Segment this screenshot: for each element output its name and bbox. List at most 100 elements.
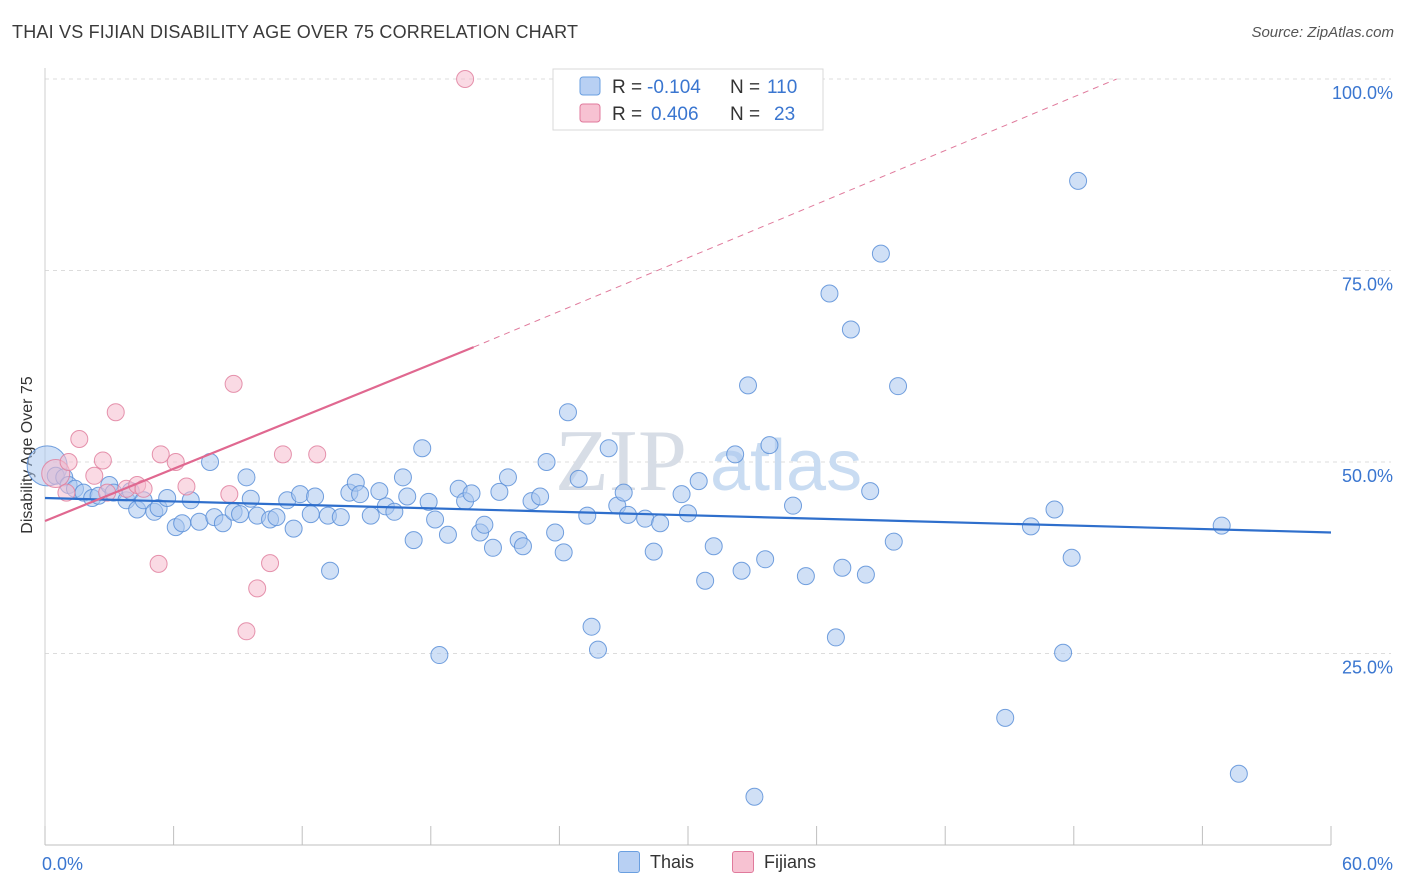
thais-point <box>513 537 532 556</box>
thais-point <box>651 514 670 533</box>
thais-point <box>173 514 192 533</box>
x-tick-label-0: 0.0% <box>42 854 83 874</box>
thais-point <box>475 515 494 534</box>
thais-point <box>267 508 286 527</box>
thais-point <box>756 550 775 569</box>
thais-point <box>558 403 577 422</box>
fijians-point <box>261 554 280 573</box>
thais-point <box>996 708 1015 727</box>
thais-point <box>784 496 803 515</box>
thais-point <box>351 485 370 504</box>
thais-point <box>498 468 517 487</box>
thais-point <box>760 436 779 455</box>
fijians-point <box>85 466 104 485</box>
trend-lines <box>44 78 1332 534</box>
x-tick-label-1: 60.0% <box>1342 854 1393 874</box>
legend-r-label-thais: R = <box>612 77 642 98</box>
thais-point <box>726 445 745 464</box>
legend-n-label-thais: N = <box>730 77 760 98</box>
legend-label-thais: Thais <box>650 851 695 872</box>
thais-point <box>1212 516 1231 535</box>
legend-swatch-fijians <box>579 103 601 123</box>
fijians-point <box>273 445 292 464</box>
thais-point <box>483 538 502 557</box>
thais-point <box>331 508 350 527</box>
thais-point <box>301 505 320 524</box>
fijians-point <box>151 445 170 464</box>
thais-point <box>1021 517 1040 536</box>
thais-point <box>291 485 310 504</box>
thais-point <box>861 482 880 501</box>
thais-point <box>588 640 607 659</box>
thais-point <box>704 537 723 556</box>
thais-point <box>413 439 432 458</box>
thais-point <box>841 320 860 339</box>
thais-point <box>1069 171 1088 190</box>
fijians-point <box>308 445 327 464</box>
legend-label-fijians: Fijians <box>764 851 817 872</box>
watermark-atlas: atlas <box>710 426 862 506</box>
thais-point <box>582 617 601 636</box>
thais-point <box>739 376 758 395</box>
thais-point <box>370 482 389 501</box>
thais-point <box>1062 548 1081 567</box>
thais-point <box>796 567 815 586</box>
thais-point <box>689 472 708 491</box>
fijians-point <box>220 485 239 504</box>
thais-point <box>871 244 890 263</box>
legend-item-fijians[interactable]: Fijians <box>732 851 816 873</box>
fijians-trend-line <box>44 346 475 523</box>
thais-point <box>745 787 764 806</box>
thais-point <box>636 509 655 528</box>
fijians-point <box>70 430 89 449</box>
tick-labels: 25.0% 50.0% 75.0% 100.0% 0.0% 60.0% <box>42 83 1393 874</box>
thais-point <box>644 542 663 561</box>
fijians-point <box>248 579 267 598</box>
thais-point <box>599 439 618 458</box>
legend-r-label-fijians: R = <box>612 104 642 125</box>
thais-point <box>419 492 438 511</box>
thais-point <box>284 519 303 538</box>
thais-point <box>231 505 250 524</box>
fijians-point <box>224 374 243 393</box>
y-tick-label-0: 25.0% <box>1342 658 1393 678</box>
thais-point <box>531 487 550 506</box>
thais-point <box>732 561 751 580</box>
thais-point <box>889 377 908 396</box>
grid-lines <box>45 78 1391 654</box>
thais-point <box>614 483 633 502</box>
y-tick-label-1: 50.0% <box>1342 466 1393 486</box>
fijians-point <box>106 403 125 422</box>
fijians-point <box>456 70 475 88</box>
y-tick-label-2: 75.0% <box>1342 275 1393 295</box>
thais-point <box>672 485 691 504</box>
fijians-point <box>237 622 256 641</box>
thais-point <box>213 514 232 533</box>
thais-point <box>398 487 417 506</box>
thais-point <box>158 489 177 508</box>
thais-point <box>826 628 845 647</box>
thais-point <box>884 532 903 551</box>
thais-point <box>190 512 209 531</box>
series-fijians <box>41 70 475 641</box>
fijians-point <box>93 451 112 470</box>
thais-point <box>321 561 340 580</box>
thais-point <box>462 484 481 503</box>
legend-item-thais[interactable]: Thais <box>618 851 694 873</box>
series-thais <box>26 171 1248 806</box>
thais-point <box>554 543 573 562</box>
thais-point <box>306 487 325 506</box>
thais-point <box>426 510 445 529</box>
thais-point <box>679 504 697 523</box>
fijians-point <box>59 453 78 471</box>
thais-point <box>537 453 556 471</box>
fijians-point <box>149 554 168 573</box>
legend-swatch-thais <box>579 76 601 96</box>
axes <box>44 68 1332 846</box>
thais-point <box>546 523 565 542</box>
legend-r-value-thais: -0.104 <box>647 77 701 98</box>
legend-swatch-fijians-bottom <box>732 851 754 873</box>
fijians-point <box>57 483 76 502</box>
thais-point <box>430 646 449 665</box>
thais-point <box>856 565 875 584</box>
